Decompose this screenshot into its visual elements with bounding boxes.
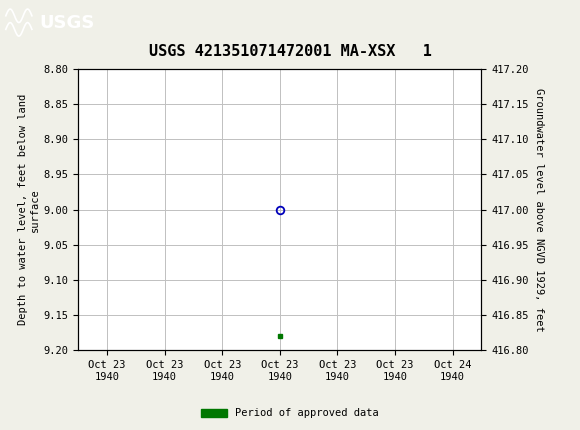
Y-axis label: Depth to water level, feet below land
surface: Depth to water level, feet below land su… bbox=[18, 94, 39, 325]
Y-axis label: Groundwater level above NGVD 1929, feet: Groundwater level above NGVD 1929, feet bbox=[534, 88, 544, 332]
Legend: Period of approved data: Period of approved data bbox=[197, 404, 383, 423]
Text: USGS 421351071472001 MA-XSX   1: USGS 421351071472001 MA-XSX 1 bbox=[148, 44, 432, 59]
Text: USGS: USGS bbox=[39, 14, 95, 31]
